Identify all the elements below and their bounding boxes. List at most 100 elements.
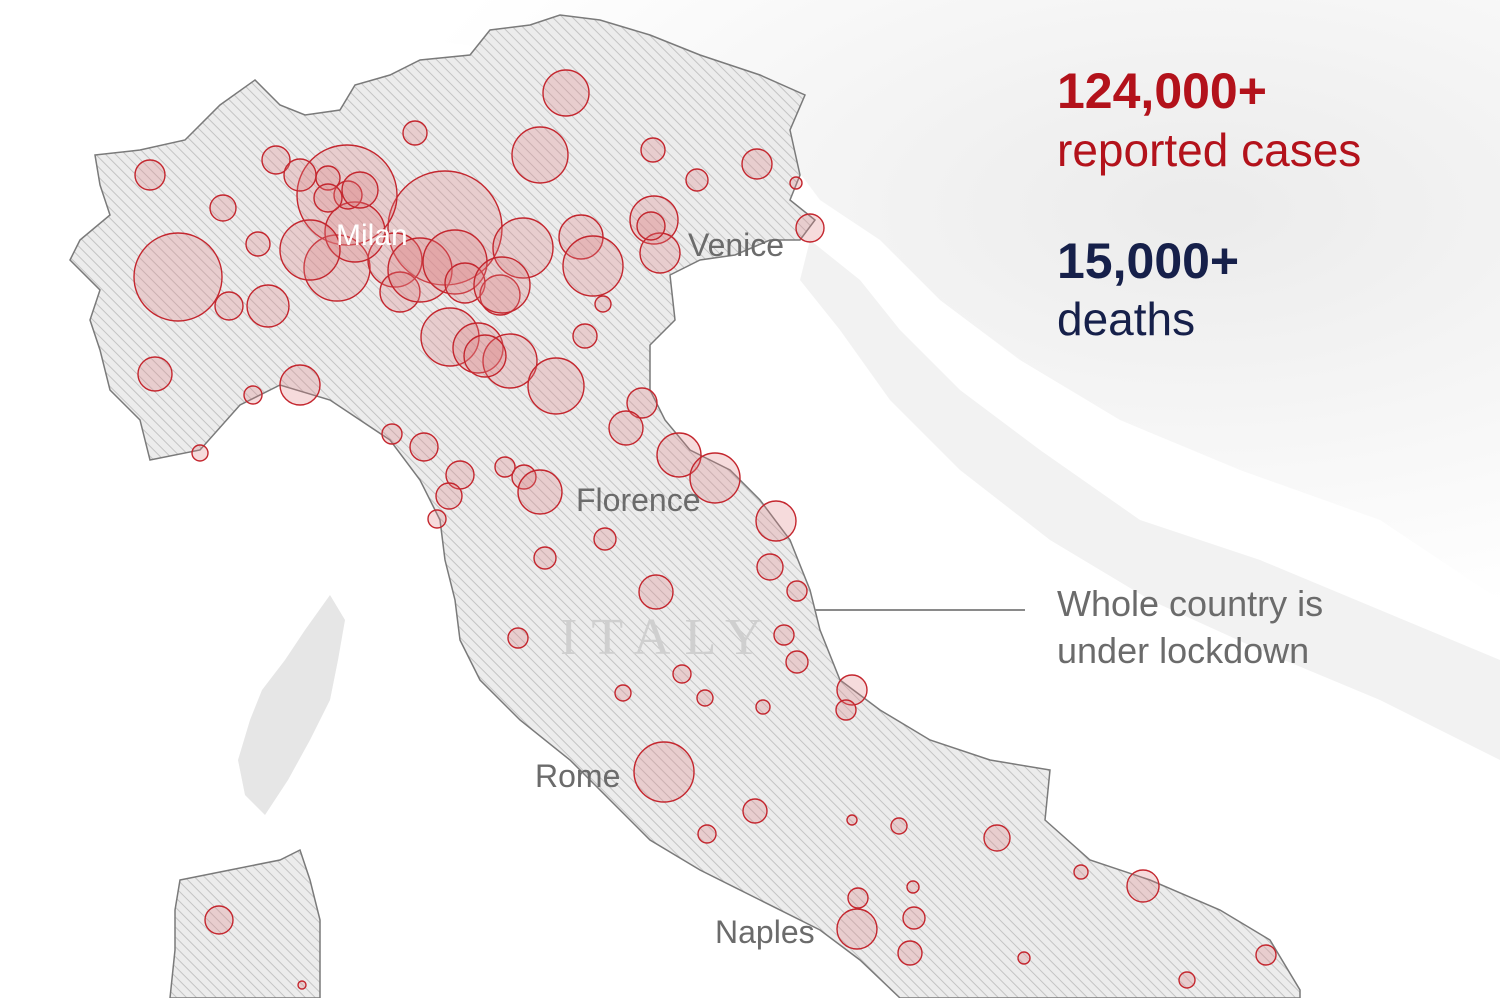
city-label-naples: Naples [715,914,815,950]
balkan-coast [800,240,1500,760]
case-circle [482,333,538,389]
case-circle [279,219,341,281]
case-circle [261,145,291,175]
case-circle [755,699,771,715]
case-circle [507,627,529,649]
case-circle [341,171,379,209]
case-circle [134,159,166,191]
case-circle [742,798,768,824]
case-circle [315,165,341,191]
corsica [238,595,345,815]
case-circle [245,231,271,257]
case-circle [636,211,666,241]
case-circle [402,120,428,146]
case-circle [697,824,717,844]
lockdown-annotation-line2: under lockdown [1057,630,1310,671]
case-circle [511,126,569,184]
case-circle [640,137,666,163]
case-circle [755,500,797,542]
case-circle [639,232,681,274]
case-circle [517,469,563,515]
case-circle [133,232,223,322]
case-circle [214,291,244,321]
case-circle [835,699,857,721]
case-circle [1126,869,1160,903]
case-circle [672,664,692,684]
neighbor-land [300,0,1500,600]
deaths-caption: deaths [1057,293,1196,345]
case-circle [836,908,878,950]
case-circle [685,168,709,192]
case-circle [204,905,234,935]
case-circle [279,364,321,406]
case-circle [629,195,679,245]
case-circle [463,334,507,378]
case-circle [902,906,926,930]
case-circle [638,574,674,610]
case-circle [614,684,632,702]
case-circle [137,356,173,392]
case-circle [689,452,741,504]
case-circle [1017,951,1031,965]
case-circle [387,237,453,303]
case-circle [494,456,516,478]
case-circle [626,387,658,419]
case-circle [1255,944,1277,966]
case-circle [836,674,868,706]
case-circle [191,444,209,462]
city-label-milan: Milan [336,219,408,252]
case-circle [479,274,521,316]
case-circle [209,194,237,222]
case-circle [847,887,869,909]
sardinia [169,848,321,998]
case-circle [789,176,803,190]
deaths-count: 15,000+ [1057,233,1240,289]
case-circle [313,183,343,213]
case-circle [594,295,612,313]
case-circle [1178,971,1196,989]
case-circle [562,235,624,297]
city-label-rome: Rome [535,758,621,794]
cases-count: 124,000+ [1057,63,1267,119]
case-circle [890,817,908,835]
case-circle [409,432,439,462]
case-circle [246,284,290,328]
case-circle [243,385,263,405]
case-circle [435,482,463,510]
case-circle [473,256,531,314]
case-circle [297,980,307,990]
case-circle [786,580,808,602]
city-label-venice: Venice [688,227,785,263]
lockdown-annotation-line1: Whole country is [1057,583,1324,624]
case-circle [756,553,784,581]
case-circle [795,213,825,243]
case-circle [572,323,598,349]
case-circle [533,546,557,570]
case-circle [897,940,923,966]
case-circle [656,432,702,478]
case-circle [283,158,317,192]
case-circle [296,144,398,246]
case-circle [527,357,585,415]
city-label-florence: Florence [576,482,701,518]
case-circle [427,509,447,529]
case-circle [593,527,617,551]
case-circle [846,814,858,826]
case-circle [741,148,773,180]
case-circle [492,217,554,279]
lockdown-annotation: Whole country is under lockdown [1057,580,1323,674]
case-circle [608,410,644,446]
case-circle [696,689,714,707]
case-circle [381,423,403,445]
case-circle [773,624,795,646]
case-circle [303,234,371,302]
case-circle [1073,864,1089,880]
case-circle [542,69,590,117]
country-label-italy: ITALY [560,609,777,666]
case-circle [906,880,920,894]
case-circle [983,824,1011,852]
case-circles [133,69,1277,990]
case-circle [785,650,809,674]
case-circle [633,741,695,803]
